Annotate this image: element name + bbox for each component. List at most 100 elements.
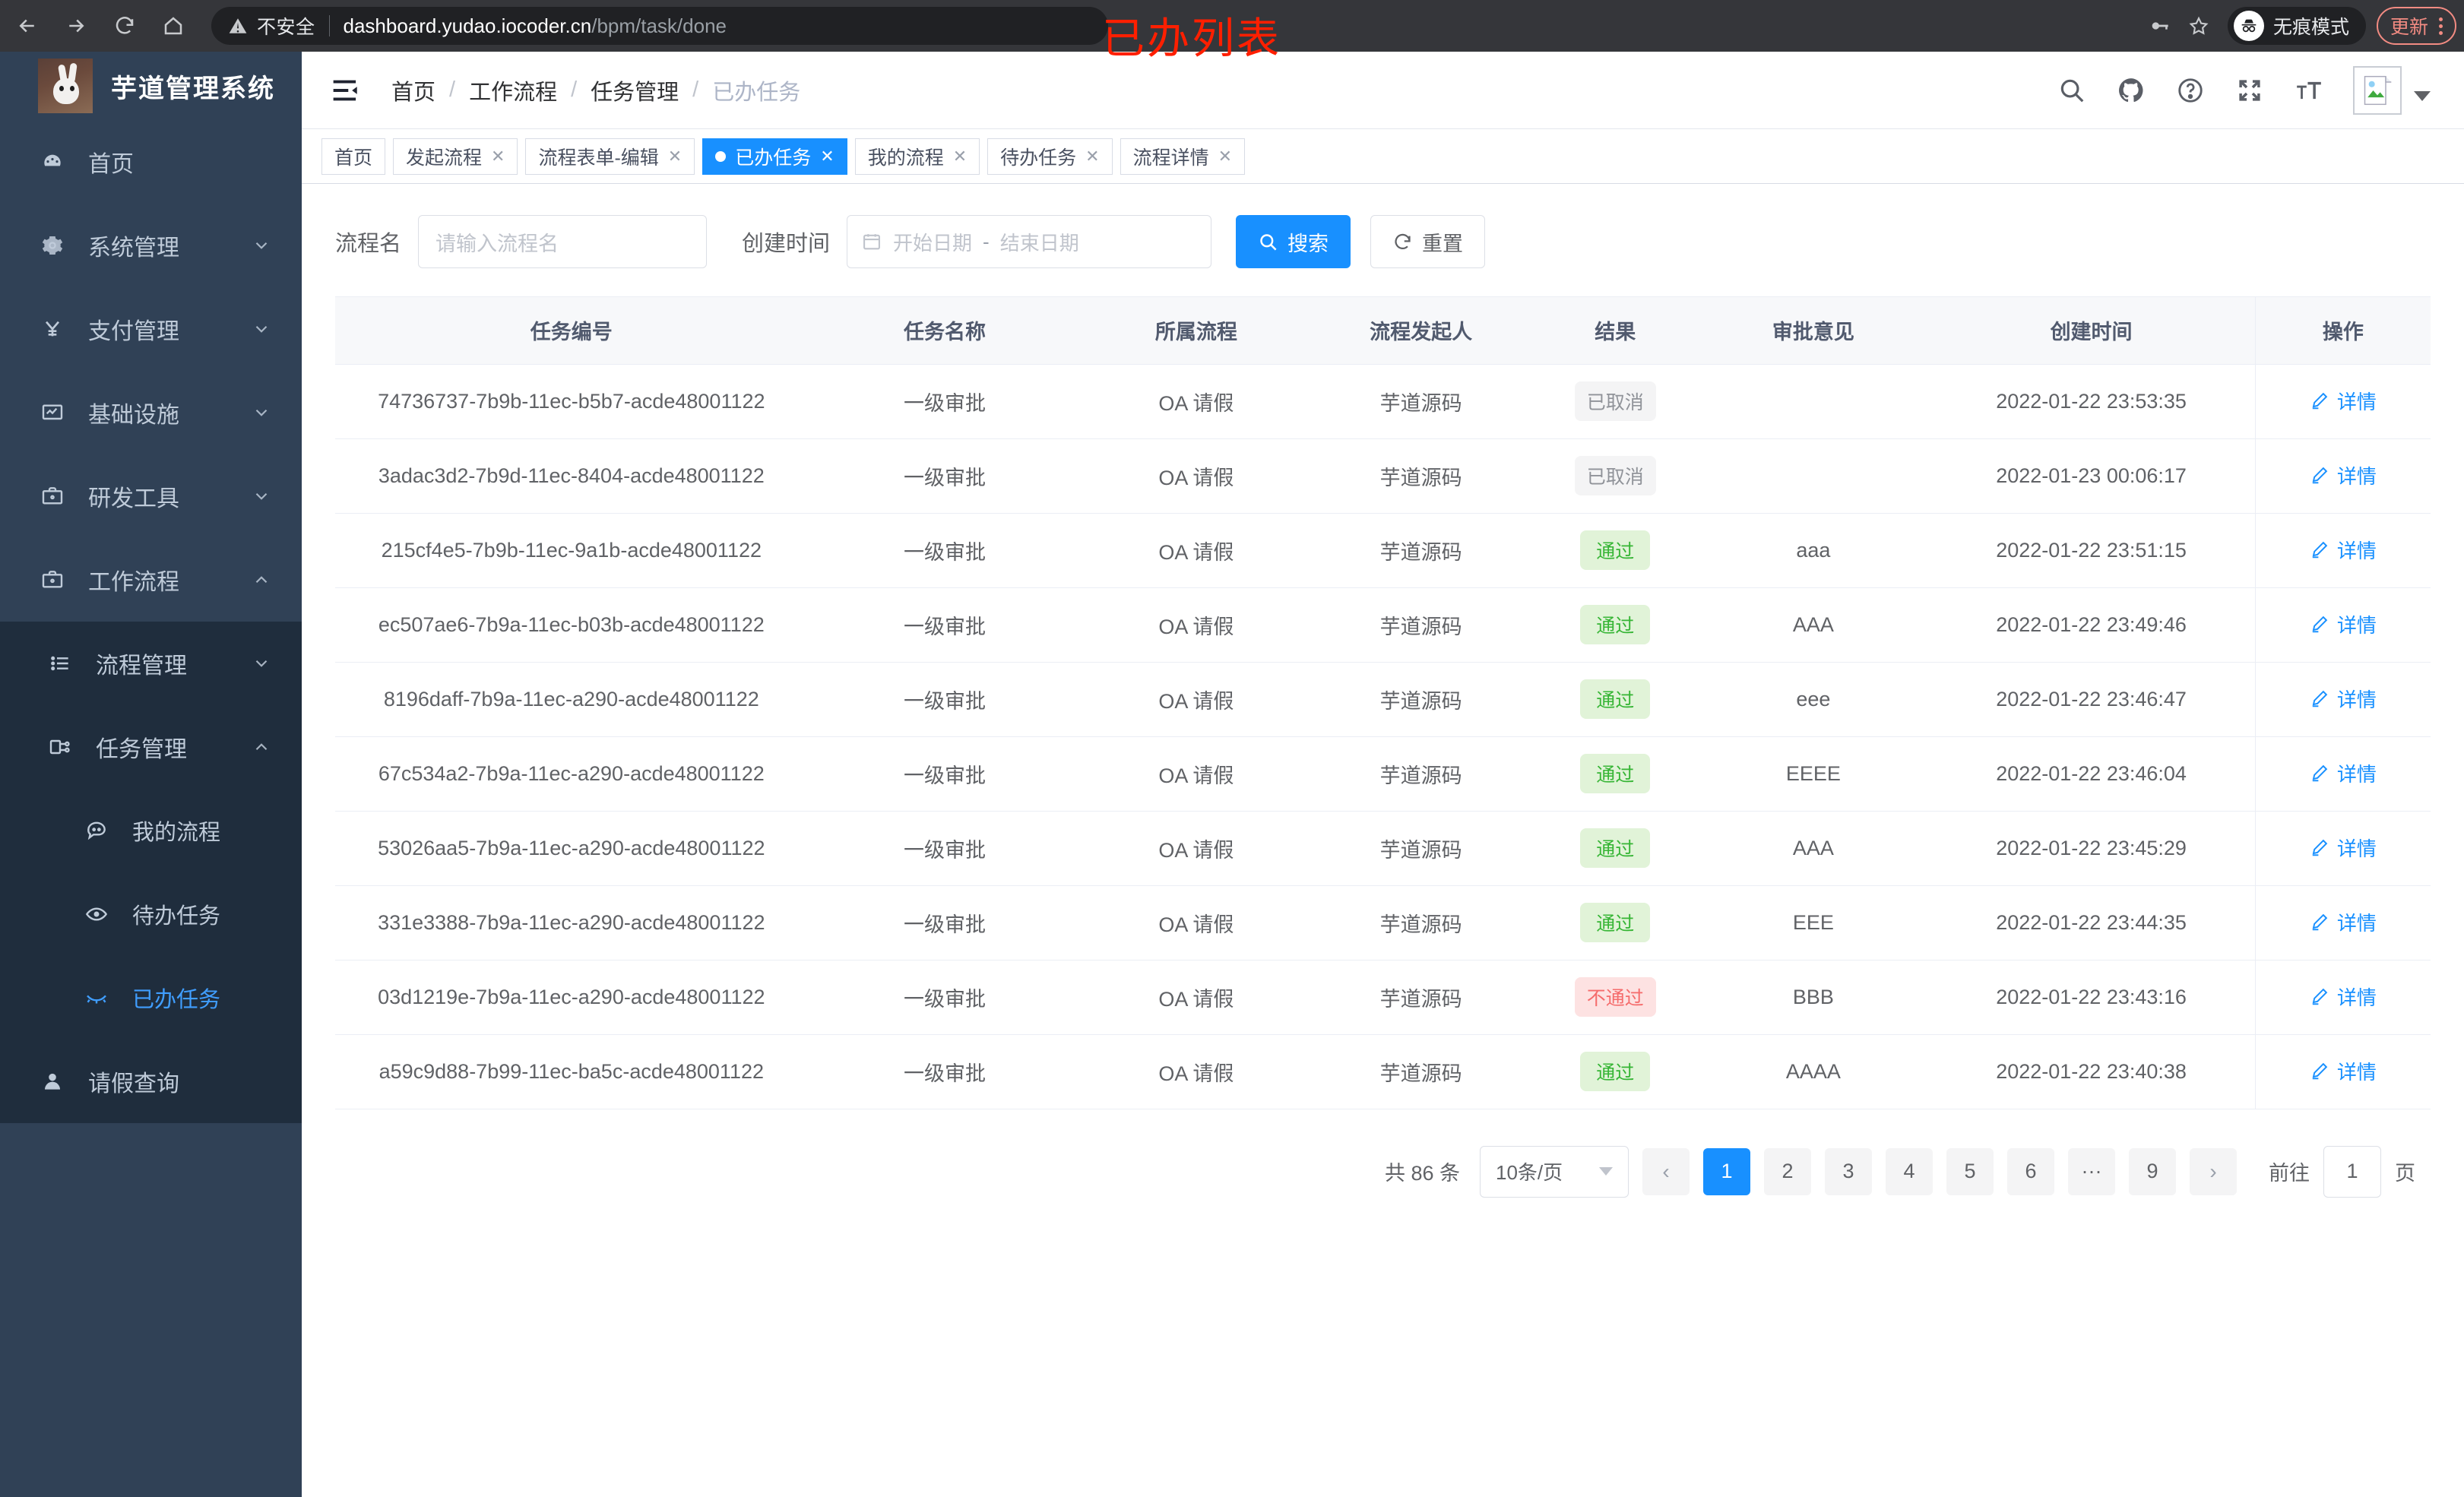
yuan-icon bbox=[40, 316, 65, 342]
process-name-label: 流程名 bbox=[335, 232, 402, 256]
sidebar-item-todo-task[interactable]: 待办任务 bbox=[0, 872, 302, 956]
home-button[interactable] bbox=[152, 5, 195, 47]
cell-process: OA 请假 bbox=[1082, 662, 1311, 737]
reset-button[interactable]: 重置 bbox=[1370, 215, 1486, 268]
detail-label: 详情 bbox=[2336, 986, 2377, 1009]
detail-button[interactable]: 详情 bbox=[2310, 610, 2377, 638]
search-button[interactable]: 搜索 bbox=[1236, 215, 1351, 268]
cell-operation: 详情 bbox=[2254, 438, 2431, 514]
sidebar-item-process-management[interactable]: 流程管理 bbox=[0, 622, 302, 705]
close-icon[interactable]: ✕ bbox=[1085, 146, 1100, 166]
detail-button[interactable]: 详情 bbox=[2310, 1057, 2377, 1085]
page-button-9[interactable]: 9 bbox=[2129, 1147, 2176, 1195]
detail-button[interactable]: 详情 bbox=[2310, 461, 2377, 489]
tab-my-process[interactable]: 我的流程 ✕ bbox=[854, 138, 980, 175]
close-icon[interactable]: ✕ bbox=[667, 146, 683, 166]
password-key-icon[interactable] bbox=[2139, 6, 2179, 46]
dashboard-icon bbox=[40, 149, 65, 175]
sidebar-item-infrastructure[interactable]: 基础设施 bbox=[0, 371, 302, 454]
cell-initiator: 芋道源码 bbox=[1310, 960, 1531, 1035]
sidebar-item-workflow[interactable]: 工作流程 bbox=[0, 538, 302, 622]
cell-comment: EEEE bbox=[1699, 736, 1928, 812]
reload-button[interactable] bbox=[103, 5, 146, 47]
create-time-range-picker[interactable]: 开始日期 - 结束日期 bbox=[847, 215, 1212, 268]
next-page-button[interactable]: › bbox=[2190, 1147, 2237, 1195]
search-icon[interactable] bbox=[2057, 75, 2087, 106]
sidebar-item-label: 首页 bbox=[88, 152, 134, 177]
sidebar-item-system[interactable]: 系统管理 bbox=[0, 204, 302, 287]
briefcase-icon bbox=[40, 567, 65, 593]
sidebar-item-home[interactable]: 首页 bbox=[0, 120, 302, 204]
detail-button[interactable]: 详情 bbox=[2310, 908, 2377, 936]
page-ellipsis[interactable]: ··· bbox=[2068, 1147, 2115, 1195]
tab-process-detail[interactable]: 流程详情 ✕ bbox=[1120, 138, 1246, 175]
cell-process: OA 请假 bbox=[1082, 1034, 1311, 1109]
bookmark-star-icon[interactable] bbox=[2179, 6, 2219, 46]
back-button[interactable] bbox=[6, 5, 49, 47]
tab-home[interactable]: 首页 bbox=[321, 138, 386, 175]
cell-initiator: 芋道源码 bbox=[1310, 811, 1531, 886]
breadcrumb-item-1[interactable]: 工作流程 bbox=[469, 80, 558, 105]
user-menu[interactable] bbox=[2353, 65, 2431, 115]
github-icon[interactable] bbox=[2116, 75, 2146, 106]
detail-button[interactable]: 详情 bbox=[2310, 685, 2377, 713]
sidebar-item-my-process[interactable]: 我的流程 bbox=[0, 789, 302, 872]
close-icon[interactable]: ✕ bbox=[952, 146, 968, 166]
detail-button[interactable]: 详情 bbox=[2310, 759, 2377, 787]
close-icon[interactable]: ✕ bbox=[820, 146, 835, 166]
tab-done-task[interactable]: 已办任务 ✕ bbox=[702, 138, 847, 175]
detail-button[interactable]: 详情 bbox=[2310, 536, 2377, 564]
page-button-4[interactable]: 4 bbox=[1886, 1147, 1933, 1195]
sidebar-toggle-icon[interactable] bbox=[329, 74, 363, 107]
page-button-1[interactable]: 1 bbox=[1703, 1147, 1750, 1195]
address-bar[interactable]: 不安全 dashboard.yudao.iocoder.cn/bpm/task/… bbox=[211, 7, 1108, 45]
detail-button[interactable]: 详情 bbox=[2310, 983, 2377, 1011]
incognito-indicator[interactable]: 无痕模式 bbox=[2227, 7, 2366, 45]
detail-label: 详情 bbox=[2336, 1060, 2377, 1084]
prev-page-button[interactable]: ‹ bbox=[1642, 1147, 1690, 1195]
cell-initiator: 芋道源码 bbox=[1310, 736, 1531, 812]
sidebar-item-devtools[interactable]: 研发工具 bbox=[0, 454, 302, 538]
sidebar-item-leave-query[interactable]: 请假查询 bbox=[0, 1040, 302, 1123]
status-badge: 已取消 bbox=[1574, 381, 1656, 421]
status-badge: 通过 bbox=[1580, 754, 1651, 793]
tab-todo-task[interactable]: 待办任务 ✕ bbox=[987, 138, 1113, 175]
cell-process: OA 请假 bbox=[1082, 736, 1311, 812]
page-button-5[interactable]: 5 bbox=[1946, 1147, 1994, 1195]
page-button-6[interactable]: 6 bbox=[2007, 1147, 2054, 1195]
cell-comment bbox=[1699, 364, 1928, 439]
list-icon bbox=[47, 650, 73, 676]
tab-start-process[interactable]: 发起流程 ✕ bbox=[393, 138, 518, 175]
close-icon[interactable]: ✕ bbox=[491, 146, 505, 166]
chrome-menu-icon[interactable] bbox=[2439, 17, 2443, 35]
process-name-input[interactable]: 请输入流程名 bbox=[418, 215, 708, 268]
goto-page-input[interactable]: 1 bbox=[2323, 1145, 2381, 1198]
cell-result: 通过 bbox=[1531, 662, 1699, 737]
breadcrumb-item-2[interactable]: 任务管理 bbox=[591, 80, 679, 105]
sidebar-item-done-task[interactable]: 已办任务 bbox=[0, 956, 302, 1040]
update-button[interactable]: 更新 bbox=[2376, 7, 2456, 45]
sidebar-item-payment[interactable]: 支付管理 bbox=[0, 287, 302, 371]
avatar[interactable] bbox=[2353, 65, 2402, 115]
cell-comment: AAA bbox=[1699, 587, 1928, 663]
chevron-down-icon[interactable] bbox=[2414, 91, 2431, 101]
fullscreen-icon[interactable] bbox=[2234, 75, 2265, 106]
breadcrumb-separator: / bbox=[571, 78, 578, 102]
help-icon[interactable] bbox=[2175, 75, 2206, 106]
detail-button[interactable]: 详情 bbox=[2310, 387, 2377, 415]
forward-button[interactable] bbox=[55, 5, 97, 47]
sidebar-logo[interactable]: 芋道管理系统 bbox=[0, 52, 302, 120]
page-button-2[interactable]: 2 bbox=[1764, 1147, 1811, 1195]
font-size-icon[interactable] bbox=[2294, 75, 2324, 106]
cell-task-name: 一级审批 bbox=[807, 513, 1082, 588]
tab-process-form-edit[interactable]: 流程表单-编辑 ✕ bbox=[525, 138, 695, 175]
end-date-placeholder: 结束日期 bbox=[999, 231, 1079, 255]
cell-created: 2022-01-22 23:40:38 bbox=[1927, 1034, 2256, 1109]
page-button-3[interactable]: 3 bbox=[1825, 1147, 1872, 1195]
page-size-select[interactable]: 10条/页 bbox=[1480, 1145, 1629, 1198]
breadcrumb-item-0[interactable]: 首页 bbox=[391, 80, 436, 105]
sidebar-item-task-management[interactable]: 任务管理 bbox=[0, 705, 302, 789]
close-icon[interactable]: ✕ bbox=[1218, 146, 1233, 166]
eye-closed-icon bbox=[84, 985, 109, 1011]
detail-button[interactable]: 详情 bbox=[2310, 834, 2377, 862]
